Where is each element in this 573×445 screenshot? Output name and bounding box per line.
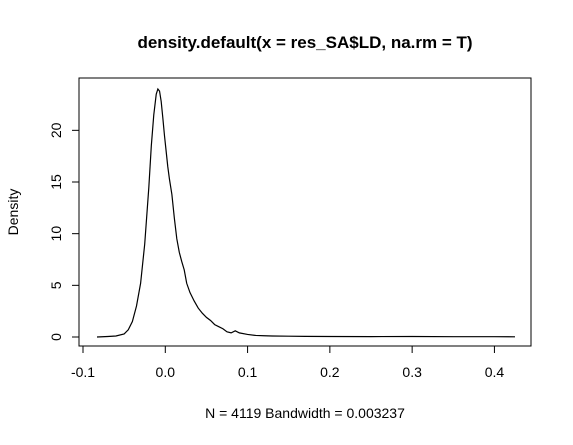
y-tick-label: 10 <box>48 226 64 242</box>
x-tick-label: 0.3 <box>402 364 422 380</box>
y-tick-label: 20 <box>48 122 64 138</box>
chart-title: density.default(x = res_SA$LD, na.rm = T… <box>137 33 472 52</box>
y-axis-label: Density <box>5 189 21 236</box>
x-axis-label: N = 4119 Bandwidth = 0.003237 <box>205 405 405 421</box>
y-axis: 0 5 10 15 20 <box>48 122 80 341</box>
x-tick-label: 0.0 <box>156 364 176 380</box>
x-tick-label: 0.4 <box>485 364 505 380</box>
x-axis: -0.1 0.0 0.1 0.2 0.3 0.4 <box>71 345 505 380</box>
y-tick-label: 15 <box>48 174 64 190</box>
y-tick-label: 0 <box>48 333 64 341</box>
x-tick-label: -0.1 <box>71 364 95 380</box>
x-tick-label: 0.2 <box>320 364 340 380</box>
x-tick-label: 0.1 <box>238 364 258 380</box>
density-curve <box>96 87 516 338</box>
y-tick-label: 5 <box>48 281 64 289</box>
